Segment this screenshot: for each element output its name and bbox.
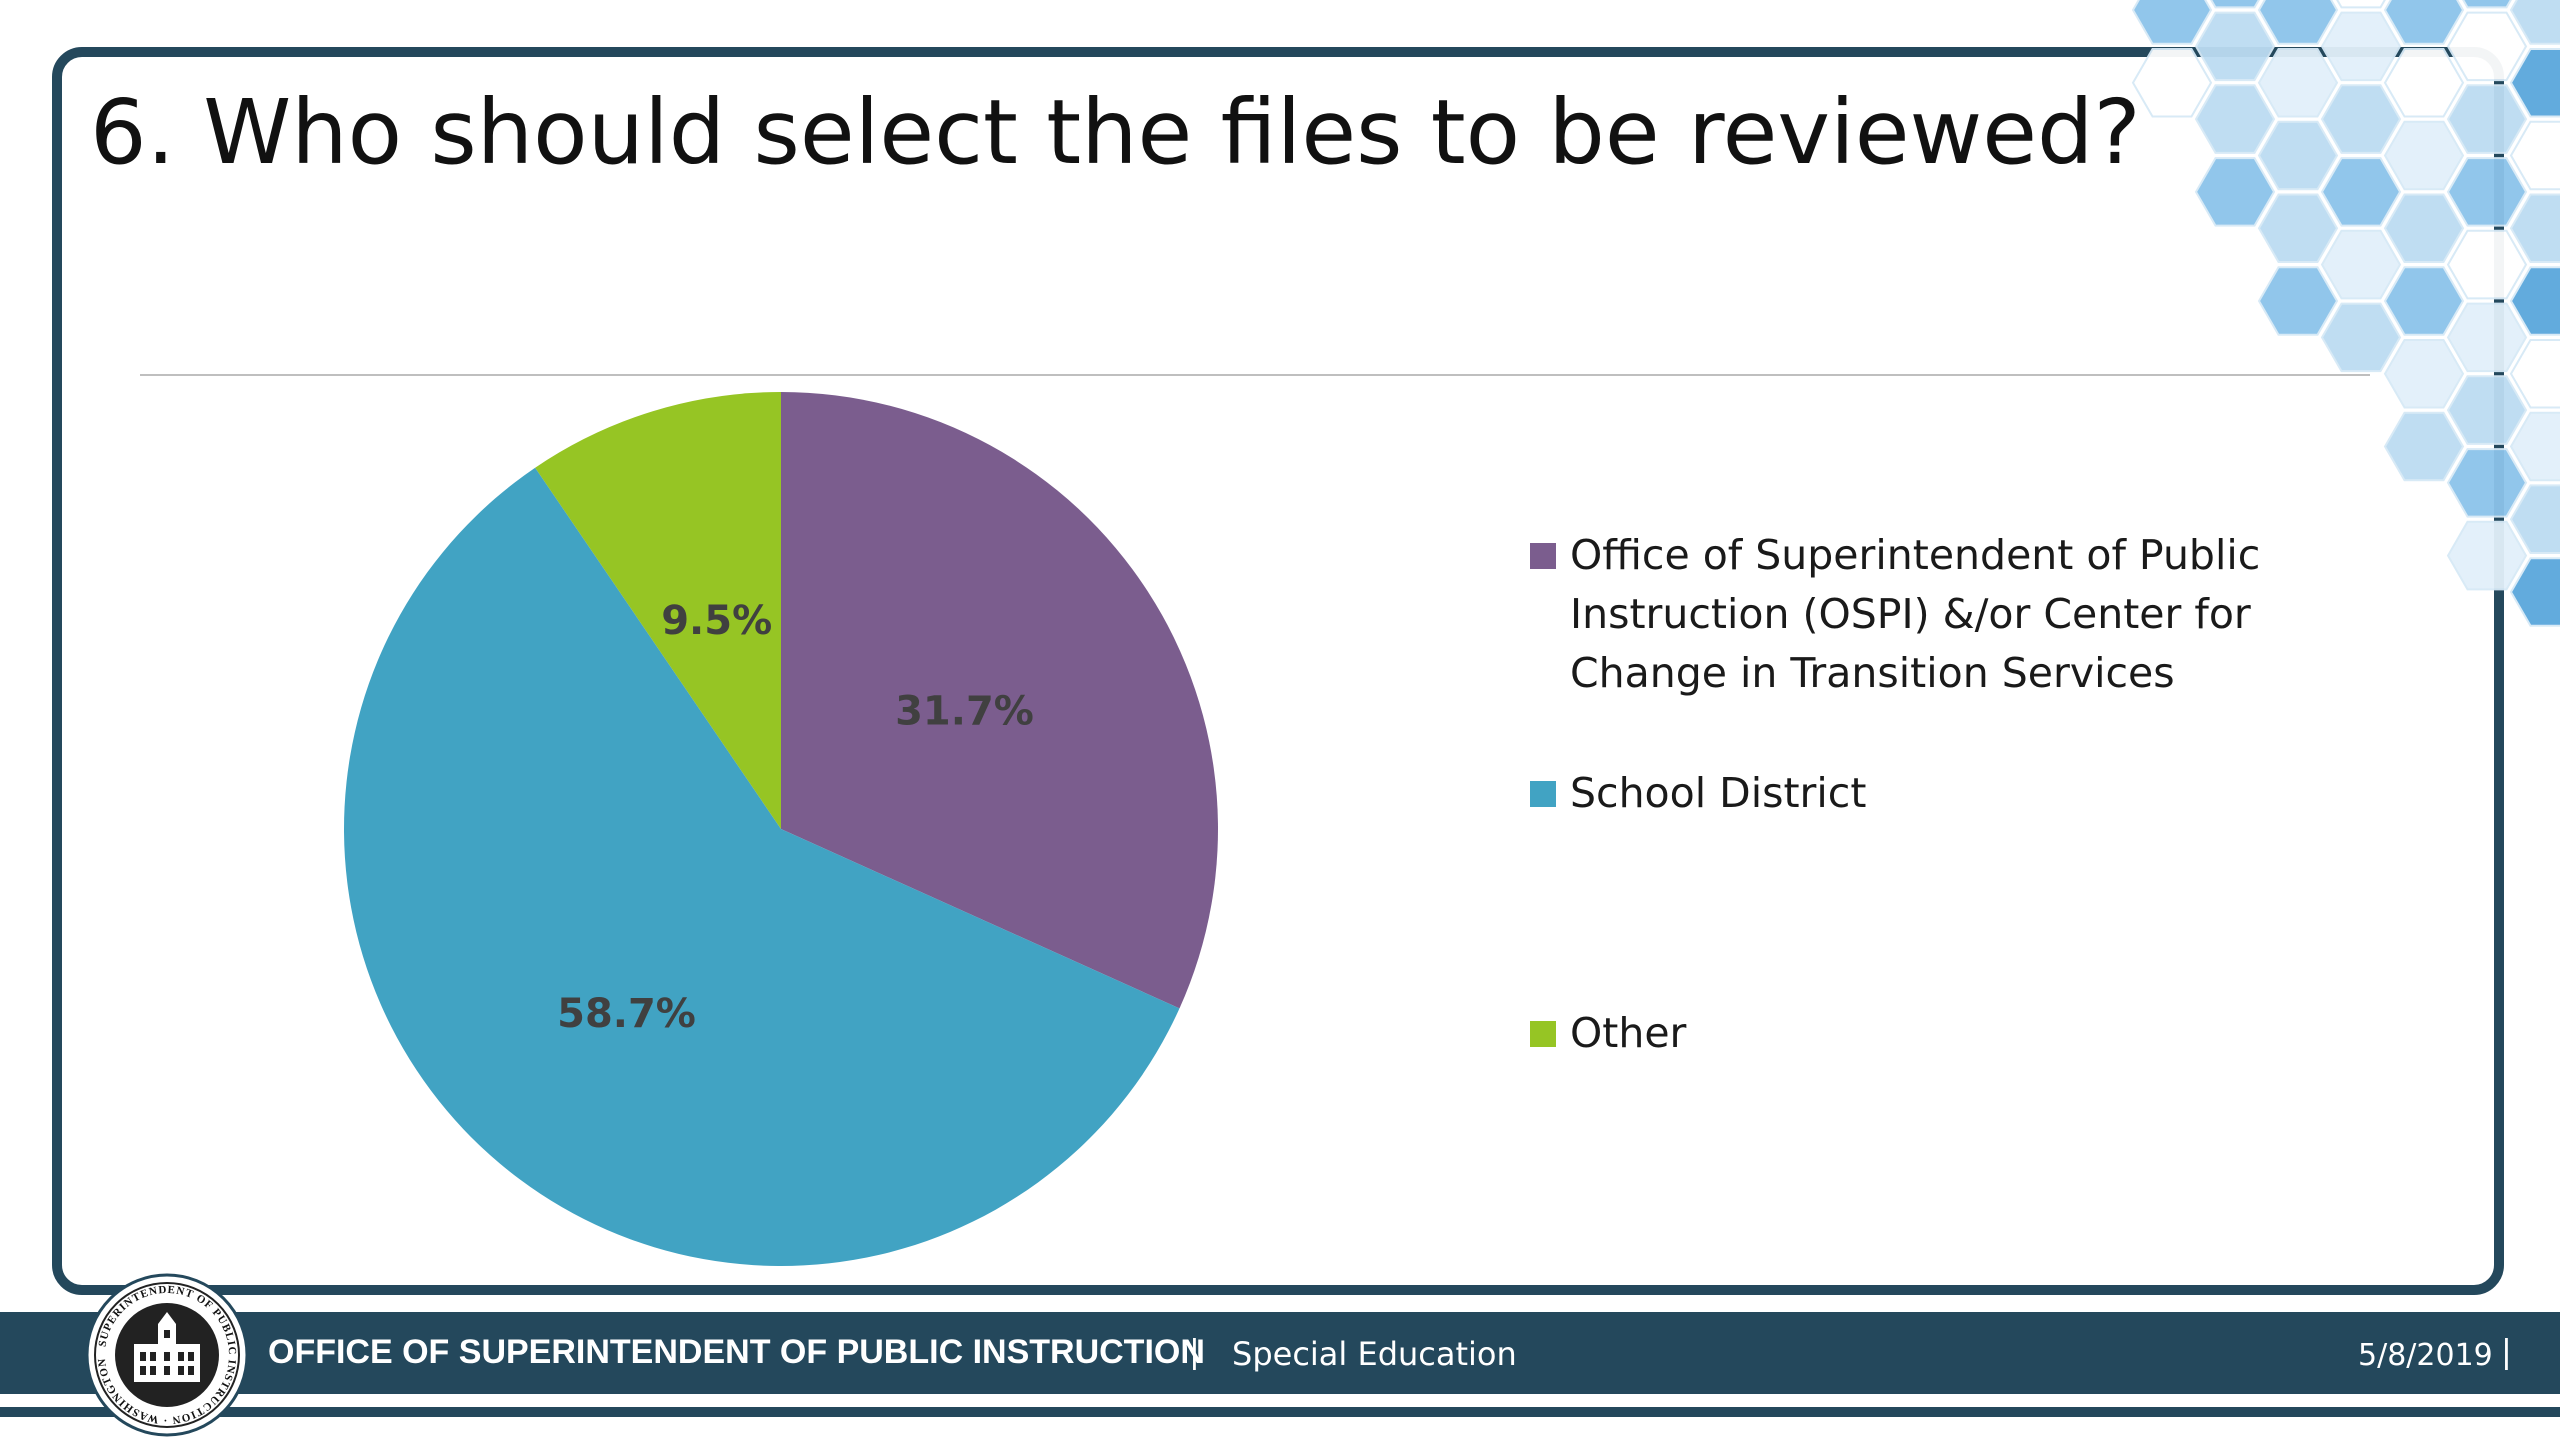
- hexagon-decoration: [2257, 193, 2339, 263]
- legend-item-ospi: Office of Superintendent of Public Instr…: [1530, 526, 2270, 703]
- hexagon-decoration: [2336, 0, 2386, 9]
- legend-swatch-school-district: [1530, 781, 1556, 807]
- pie-slice-school-district: [343, 467, 1180, 1267]
- hexagon-decoration: [2194, 157, 2276, 227]
- hexagon-decoration: [2446, 157, 2528, 227]
- hexagon-decoration: [2257, 48, 2339, 118]
- hexagon-decoration: [2210, 0, 2260, 9]
- hexagon-decoration: [2257, 120, 2339, 191]
- legend-swatch-ospi: [1530, 543, 1556, 569]
- legend-item-school-district: School District: [1530, 764, 2270, 823]
- hexagon-decoration: [2446, 11, 2528, 82]
- washington-state-seal-icon: SUPERINTENDENT OF PUBLIC INSTRUCTION · W…: [84, 1272, 249, 1437]
- hexagon-decoration: [2509, 339, 2560, 409]
- hexagon-decoration: [2383, 339, 2465, 409]
- footer-date-separator: |: [2502, 1333, 2511, 1371]
- hexagon-decoration: [2320, 157, 2402, 227]
- hexagon-decoration: [2462, 0, 2512, 9]
- hexagon-decoration: [2383, 0, 2465, 45]
- pie-slice-ospi: [781, 392, 1218, 1009]
- hexagon-decoration: [2509, 120, 2560, 191]
- hexagon-decoration: [2509, 0, 2560, 45]
- hexagon-decoration: [2509, 48, 2560, 118]
- title-divider: [140, 374, 2370, 376]
- pie-slice-other: [535, 392, 781, 829]
- data-label-ospi: 31.7%: [895, 688, 1034, 734]
- hexagon-decoration: [2320, 229, 2402, 300]
- data-label-other: 9.5%: [661, 598, 772, 644]
- hexagon-decoration: [2446, 229, 2528, 300]
- data-label-school-district: 58.7%: [557, 991, 696, 1037]
- hexagon-decoration: [2383, 48, 2465, 118]
- hexagon-decoration: [2509, 193, 2560, 263]
- hexagon-decoration: [2320, 84, 2402, 154]
- footer-date: 5/8/2019: [2358, 1338, 2493, 1373]
- slide-frame: [52, 47, 2504, 1295]
- hexagon-decoration: [2257, 266, 2339, 336]
- hexagon-decoration: [2257, 0, 2339, 45]
- hexagon-decoration: [2446, 375, 2528, 445]
- legend-item-other: Other: [1530, 1004, 2270, 1063]
- hexagon-decoration: [2383, 266, 2465, 336]
- hexagon-decoration: [2383, 120, 2465, 191]
- hexagon-decoration: [2131, 0, 2213, 45]
- legend-label-ospi: Office of Superintendent of Public Instr…: [1570, 531, 2261, 697]
- legend-label-school-district: School District: [1570, 769, 1867, 817]
- slide-title: 6. Who should select the files to be rev…: [90, 80, 2141, 184]
- hexagon-decoration: [2446, 84, 2528, 154]
- hexagon-decoration: [2509, 484, 2560, 554]
- hexagon-decoration: [2383, 411, 2465, 482]
- hexagon-decoration: [2509, 266, 2560, 336]
- hexagon-decoration: [2131, 48, 2213, 118]
- footer-separator: |: [1190, 1333, 1199, 1371]
- hexagon-decoration: [2509, 411, 2560, 482]
- hexagon-decoration: [2446, 302, 2528, 373]
- hexagon-decoration: [2446, 448, 2528, 518]
- hexagon-decoration: [2446, 520, 2528, 591]
- hexagon-decoration: [2383, 193, 2465, 263]
- footer-department: Special Education: [1232, 1335, 1517, 1373]
- hexagon-decoration: [2194, 84, 2276, 154]
- footer-organization-name: OFFICE OF SUPERINTENDENT OF PUBLIC INSTR…: [268, 1333, 1205, 1371]
- hexagon-decoration: [2194, 11, 2276, 82]
- legend-swatch-other: [1530, 1021, 1556, 1047]
- hexagon-decoration: [2320, 302, 2402, 373]
- legend-label-other: Other: [1570, 1009, 1687, 1057]
- hexagon-decoration: [2509, 557, 2560, 627]
- footer-bar: [0, 1312, 2560, 1394]
- hexagon-decoration: [2320, 11, 2402, 82]
- footer-stripe: [0, 1407, 2560, 1417]
